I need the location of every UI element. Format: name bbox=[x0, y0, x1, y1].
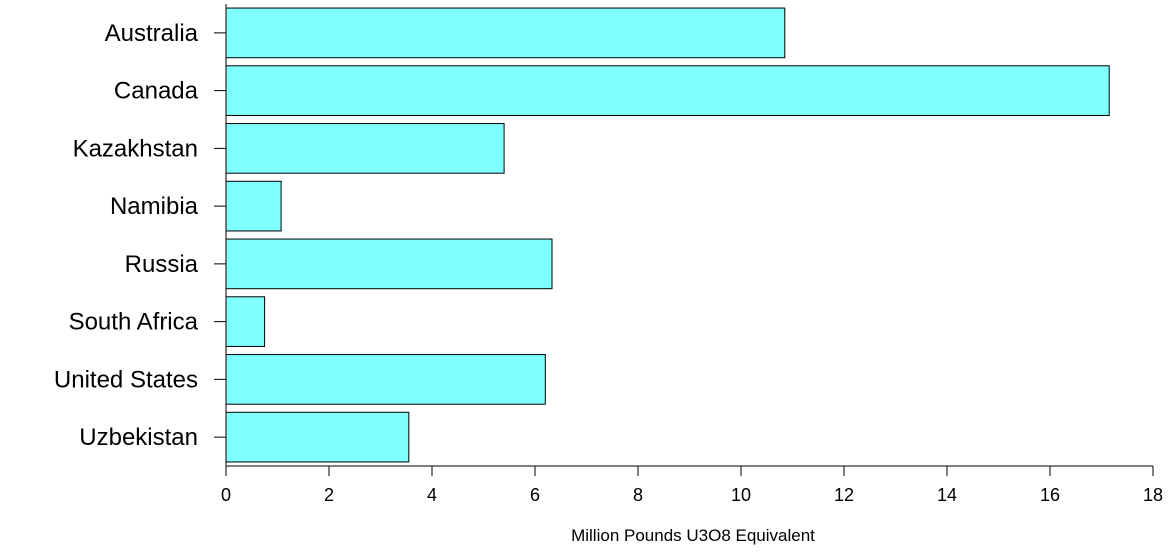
x-tick-label-2: 2 bbox=[324, 485, 334, 505]
category-label-canada: Canada bbox=[114, 78, 199, 105]
category-label-south-africa: South Africa bbox=[69, 309, 199, 336]
x-tick-label-0: 0 bbox=[221, 485, 231, 505]
labels-group: Australia Canada Kazakhstan Namibia Russia So… bbox=[54, 20, 1163, 505]
category-label-kazakhstan: Kazakhstan bbox=[73, 135, 198, 162]
x-tick-label-10: 10 bbox=[731, 485, 751, 505]
category-label-namibia: Namibia bbox=[110, 193, 199, 220]
x-axis-title: Million Pounds U3O8 Equivalent bbox=[571, 526, 815, 545]
bars-group bbox=[225, 7, 1110, 463]
bar-uzbekistan bbox=[225, 411, 410, 463]
bar-russia bbox=[225, 238, 553, 290]
axes-group bbox=[214, 4, 1154, 476]
bar-namibia bbox=[225, 180, 282, 232]
x-tick-label-16: 16 bbox=[1040, 485, 1060, 505]
category-label-australia: Australia bbox=[105, 20, 199, 47]
bar-south-africa bbox=[225, 296, 266, 347]
x-tick-label-6: 6 bbox=[530, 485, 540, 505]
bar-united-states bbox=[225, 354, 546, 405]
category-label-uzbekistan: Uzbekistan bbox=[79, 424, 198, 451]
category-label-united-states: United States bbox=[54, 366, 198, 393]
bar-canada bbox=[225, 65, 1110, 116]
x-tick-label-8: 8 bbox=[633, 485, 643, 505]
bar-australia bbox=[225, 7, 786, 59]
x-tick-label-12: 12 bbox=[834, 485, 854, 505]
x-tick-label-4: 4 bbox=[427, 485, 437, 505]
x-tick-label-18: 18 bbox=[1143, 485, 1163, 505]
bar-kazakhstan bbox=[225, 123, 505, 174]
x-tick-label-14: 14 bbox=[937, 485, 957, 505]
category-label-russia: Russia bbox=[125, 251, 199, 278]
